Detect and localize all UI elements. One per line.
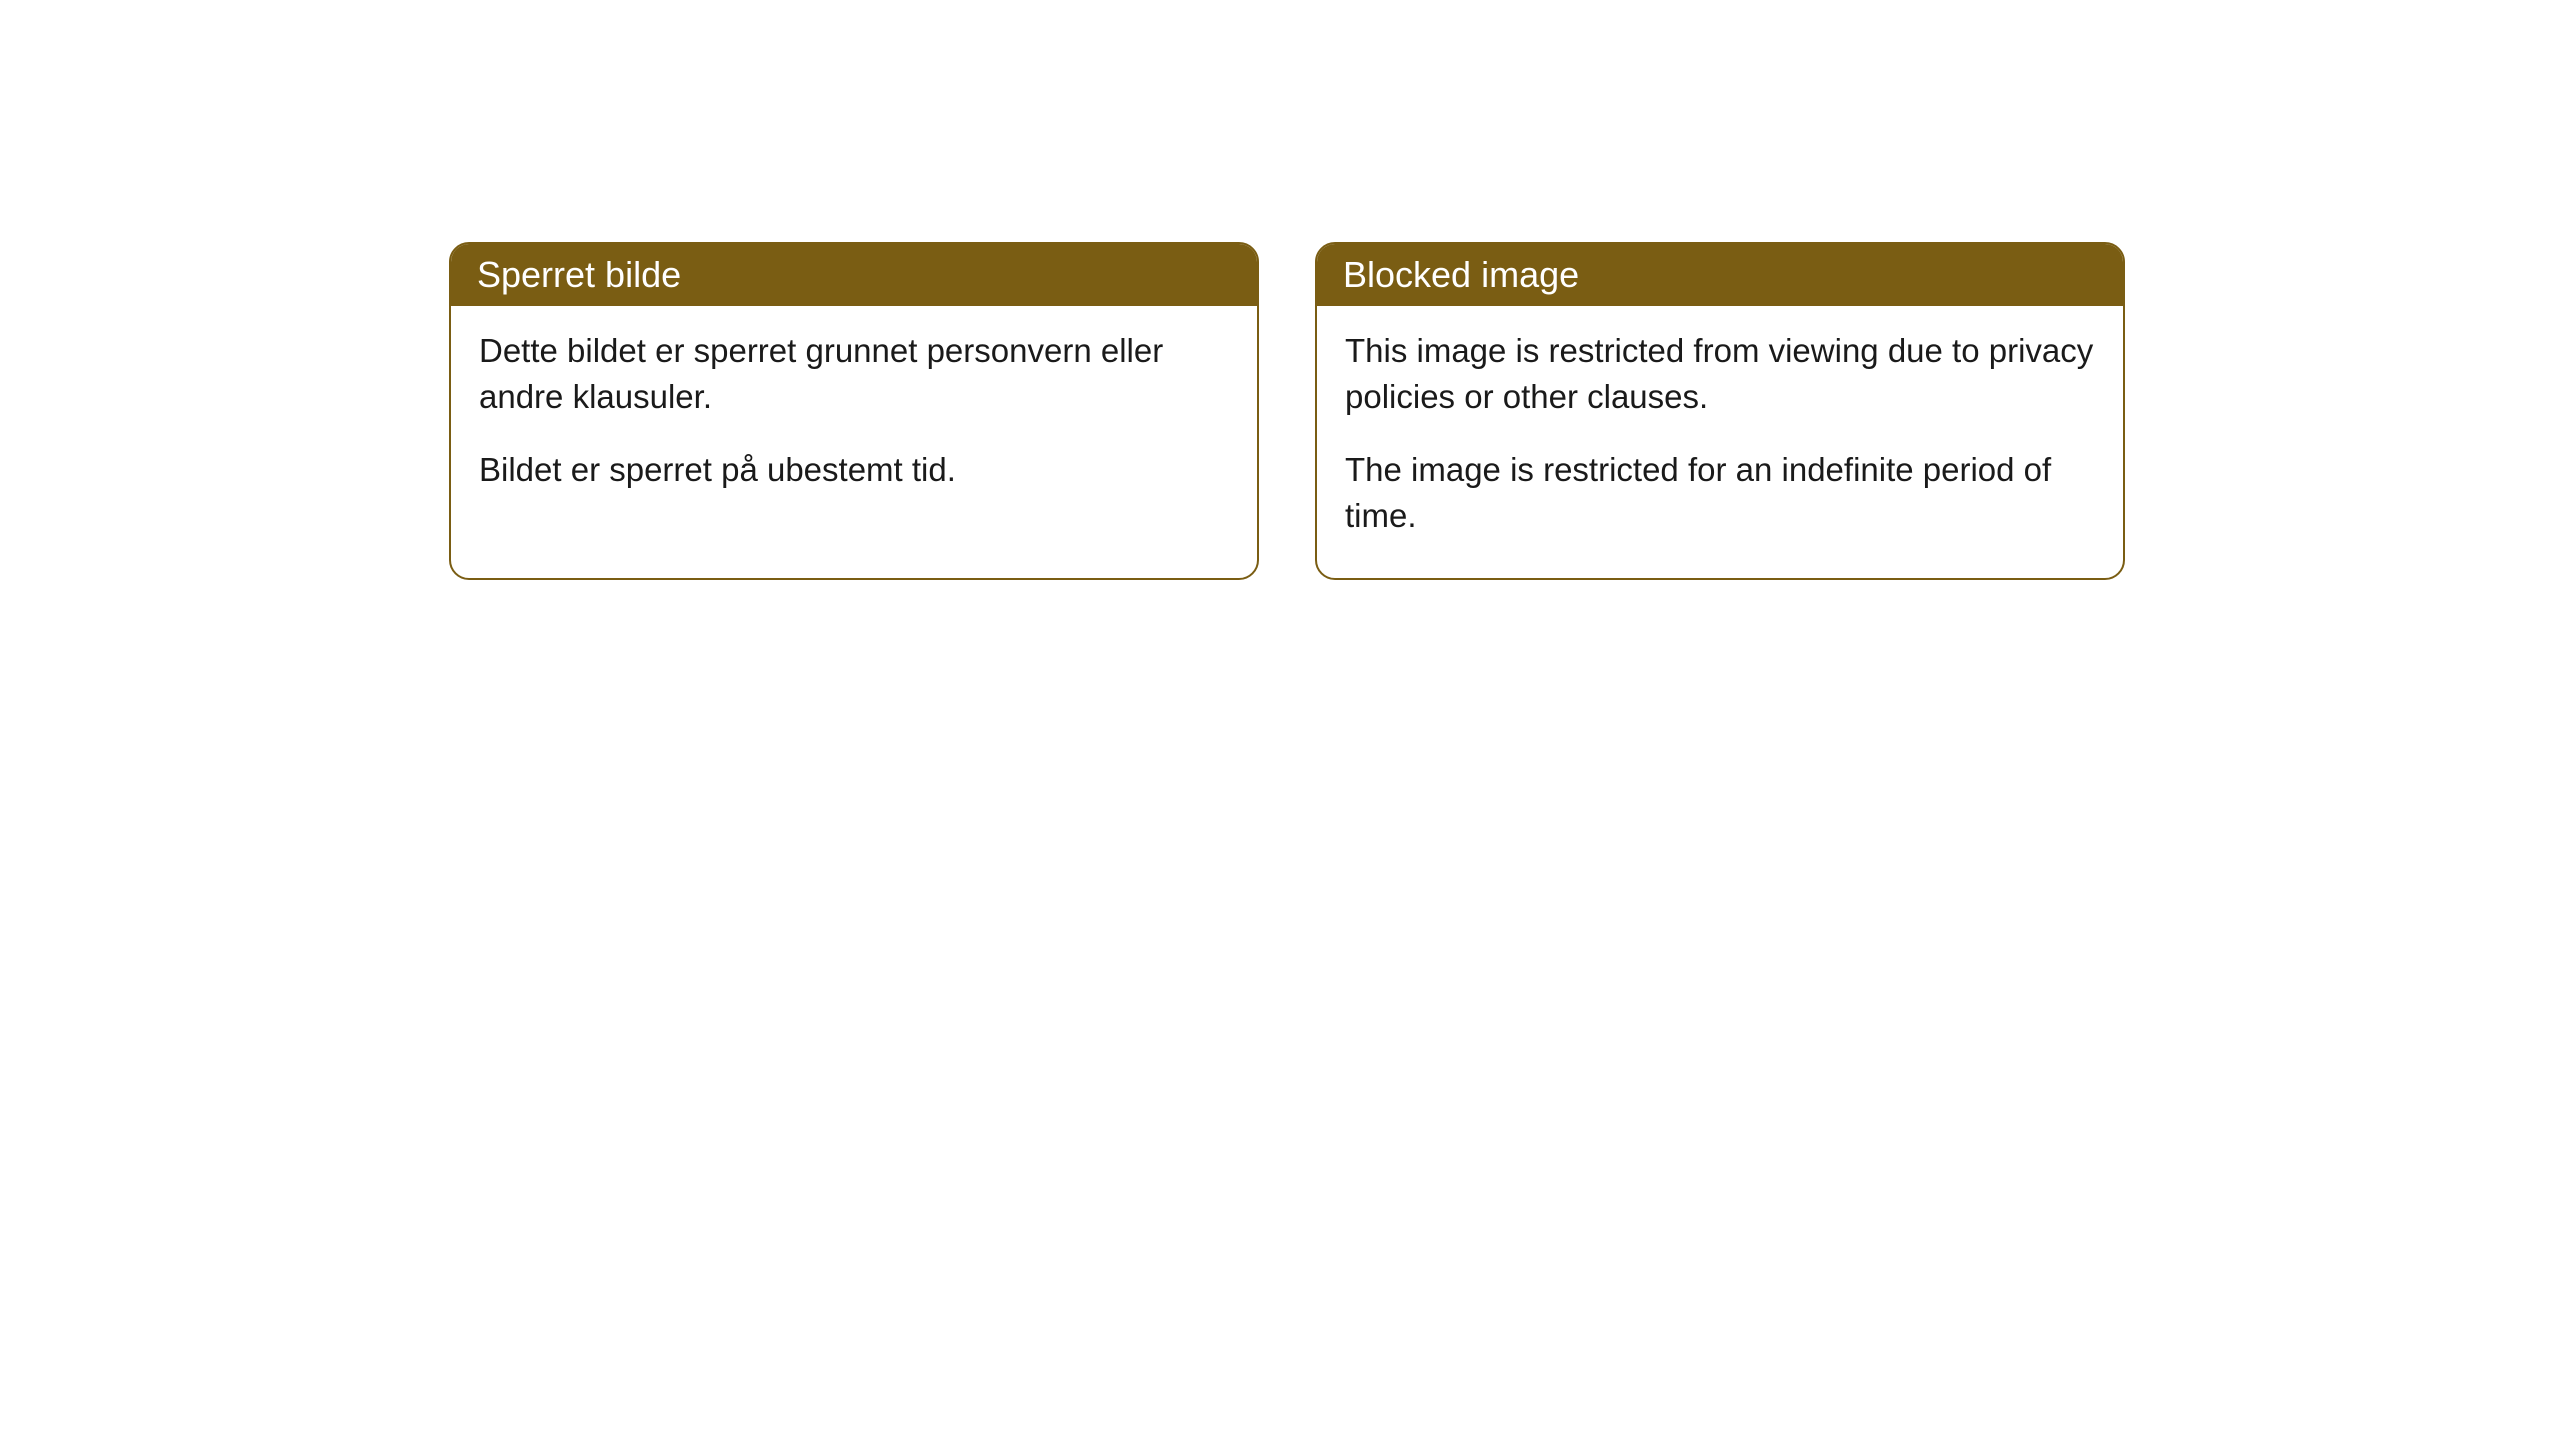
card-header: Sperret bilde [451,244,1257,306]
card-body: This image is restricted from viewing du… [1317,306,2123,578]
card-header: Blocked image [1317,244,2123,306]
card-body: Dette bildet er sperret grunnet personve… [451,306,1257,533]
card-title: Sperret bilde [477,254,681,295]
card-title: Blocked image [1343,254,1579,295]
card-paragraph: Bildet er sperret på ubestemt tid. [479,447,1229,493]
card-norwegian: Sperret bilde Dette bildet er sperret gr… [449,242,1259,580]
card-paragraph: The image is restricted for an indefinit… [1345,447,2095,538]
card-paragraph: Dette bildet er sperret grunnet personve… [479,328,1229,419]
card-paragraph: This image is restricted from viewing du… [1345,328,2095,419]
card-container: Sperret bilde Dette bildet er sperret gr… [449,242,2125,580]
card-english: Blocked image This image is restricted f… [1315,242,2125,580]
